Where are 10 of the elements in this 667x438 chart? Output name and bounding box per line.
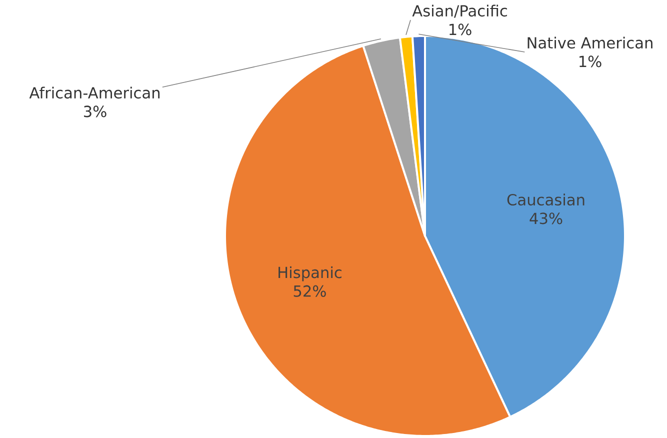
data-label: 43% xyxy=(530,212,562,224)
slice-label: Native American xyxy=(528,36,652,49)
slice-label: Hispanic xyxy=(278,266,342,282)
data-label: 52% xyxy=(294,285,326,297)
data-label: 1% xyxy=(580,56,602,68)
data-label: 3% xyxy=(84,106,106,118)
slice-label: Asian/Pacific xyxy=(412,4,507,18)
slice-label: Caucasian xyxy=(507,194,584,206)
slice-label: African-American xyxy=(29,86,160,99)
data-label: 1% xyxy=(450,24,472,36)
